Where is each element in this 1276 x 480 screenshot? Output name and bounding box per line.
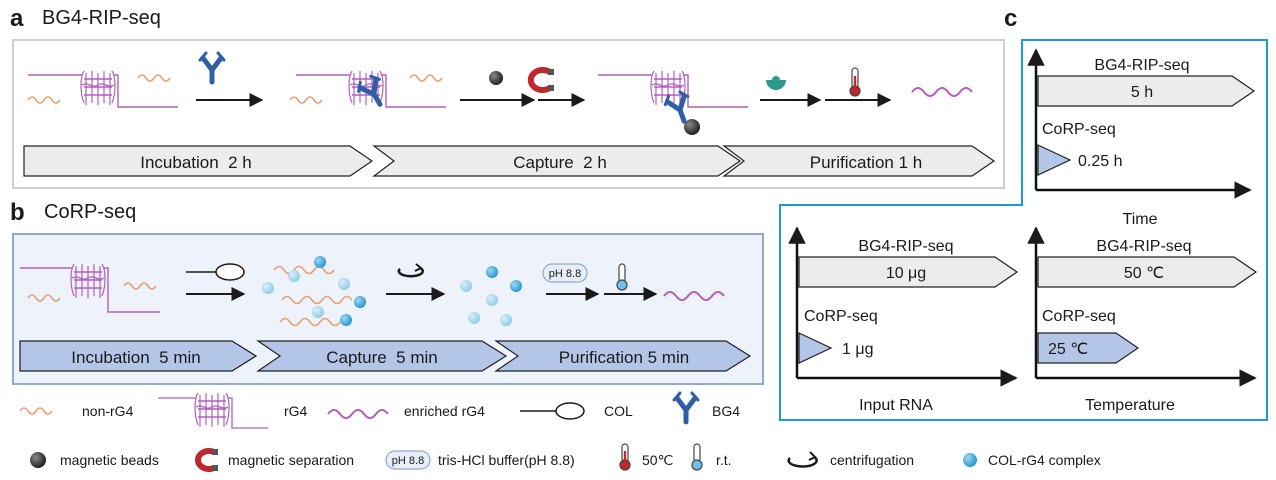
step-label-capture: Capture 2 h xyxy=(513,153,607,172)
step-chevron xyxy=(19,340,258,372)
input-rna-top-value: 10 μg xyxy=(886,265,926,282)
legend-separation: magnetic separation xyxy=(228,452,354,468)
buffer-badge-icon xyxy=(385,450,431,470)
enriched-rg4-icon xyxy=(911,87,973,97)
input-rna-bottom-label: CoRP-seq xyxy=(804,308,878,325)
col-icon xyxy=(186,263,245,281)
temperature-bottom-label: CoRP-seq xyxy=(1042,308,1116,325)
legend-col: COL xyxy=(604,403,633,419)
step-chevron xyxy=(494,340,752,372)
legend-beads: magnetic beads xyxy=(60,452,159,468)
thermometer-rt-icon xyxy=(691,443,703,471)
magnet-icon xyxy=(195,448,218,472)
col-rg4-complex-icon xyxy=(963,453,977,467)
magnet-icon xyxy=(527,67,554,93)
step-chevron xyxy=(256,340,508,372)
legend-rg4: rG4 xyxy=(284,403,308,419)
thermometer-rt-icon xyxy=(616,263,628,291)
panel-c: c BG4-RIP-seq 5 h CoRP-seq 0.25 h Time B… xyxy=(779,5,1268,421)
time-top-label: BG4-RIP-seq xyxy=(1094,57,1189,74)
magnetic-bead-icon xyxy=(489,71,503,85)
panel-a-schematic xyxy=(27,53,973,135)
temperature-bar-corp xyxy=(1037,332,1140,364)
buffer-badge: pH 8.8 xyxy=(542,263,588,283)
col-swatch xyxy=(520,402,585,420)
time-bar-corp xyxy=(1037,144,1072,176)
input-rna-top-label: BG4-RIP-seq xyxy=(858,238,953,255)
step-chevron xyxy=(23,145,374,177)
capture-complexes xyxy=(262,256,366,327)
svg-text:pH 8.8: pH 8.8 xyxy=(549,268,581,280)
centrifugation-icon xyxy=(787,451,818,468)
step-label-incubation: Incubation 2 h xyxy=(140,153,252,172)
panel-c-frame xyxy=(779,39,1268,421)
step-label-purification: Purification 1 h xyxy=(810,153,922,172)
panel-b-schematic: pH 8.8 xyxy=(20,256,725,327)
enriched-rg4-swatch xyxy=(327,409,389,419)
legend-complex: COL-rG4 complex xyxy=(988,452,1101,468)
panel-a-title: BG4-RIP-seq xyxy=(42,7,161,29)
step-label-capture: Capture 5 min xyxy=(326,348,438,367)
legend-buffer-badge: pH 8.8 xyxy=(392,455,424,467)
time-top-value: 5 h xyxy=(1131,84,1153,101)
centrifugation-icon xyxy=(397,263,424,278)
enzyme-icon xyxy=(766,76,786,90)
purified-complexes xyxy=(460,266,522,326)
non-rg4-swatch xyxy=(19,407,53,415)
legend: non-rG4 rG4 enriched rG4 COL BG4 magneti… xyxy=(19,392,1101,472)
panel-b-title: CoRP-seq xyxy=(44,201,136,223)
temperature-comparison: BG4-RIP-seq 50 ℃ CoRP-seq 25 ℃ Temperatu… xyxy=(1027,226,1258,414)
time-bottom-value: 0.25 h xyxy=(1078,153,1122,170)
legend-rt: r.t. xyxy=(716,452,732,468)
time-bottom-label: CoRP-seq xyxy=(1042,121,1116,138)
step-label-incubation: Incubation 5 min xyxy=(71,348,200,367)
temperature-top-value: 50 ℃ xyxy=(1124,265,1164,282)
thermometer-hot-icon xyxy=(849,67,861,97)
input-rna-comparison: BG4-RIP-seq 10 μg CoRP-seq 1 μg Input RN… xyxy=(788,226,1019,414)
panel-b-steps: Incubation 5 min Capture 5 min Purificat… xyxy=(19,340,752,372)
step-label-purification: Purification 5 min xyxy=(559,348,689,367)
legend-enriched: enriched rG4 xyxy=(404,403,485,419)
thermometer-hot-icon xyxy=(619,443,631,471)
panel-a: a BG4-RIP-seq xyxy=(10,5,1005,189)
input-rna-bar-bg4 xyxy=(798,256,1019,288)
temperature-axis-label: Temperature xyxy=(1085,397,1175,414)
temperature-bottom-value: 25 ℃ xyxy=(1048,341,1088,358)
legend-bg4: BG4 xyxy=(712,403,740,419)
input-rna-bar-corp xyxy=(798,332,833,364)
input-rna-axis-label: Input RNA xyxy=(859,397,933,414)
panel-b: b CoRP-seq xyxy=(10,199,764,385)
legend-centrifugation: centrifugation xyxy=(830,452,914,468)
panel-c-letter: c xyxy=(1004,5,1017,32)
input-rna-bottom-value: 1 μg xyxy=(842,341,873,358)
panel-b-letter: b xyxy=(10,199,25,226)
rg4-swatch xyxy=(158,392,268,429)
temperature-top-label: BG4-RIP-seq xyxy=(1096,238,1191,255)
magnetic-bead-icon xyxy=(30,452,46,468)
temperature-bar-bg4 xyxy=(1037,256,1258,288)
step-chevron xyxy=(722,145,996,177)
panel-a-letter: a xyxy=(10,5,24,32)
time-bar-bg4 xyxy=(1037,75,1256,107)
legend-hot: 50℃ xyxy=(642,452,673,468)
panel-a-steps: Incubation 2 h Capture 2 h Purification … xyxy=(23,145,996,177)
step-chevron xyxy=(372,145,742,177)
legend-buffer: tris-HCl buffer(pH 8.8) xyxy=(438,452,575,468)
time-comparison: BG4-RIP-seq 5 h CoRP-seq 0.25 h Time xyxy=(1027,48,1256,228)
time-axis-label: Time xyxy=(1123,211,1158,228)
bg4-antibody-icon xyxy=(674,393,698,422)
legend-non-rg4: non-rG4 xyxy=(82,403,134,419)
